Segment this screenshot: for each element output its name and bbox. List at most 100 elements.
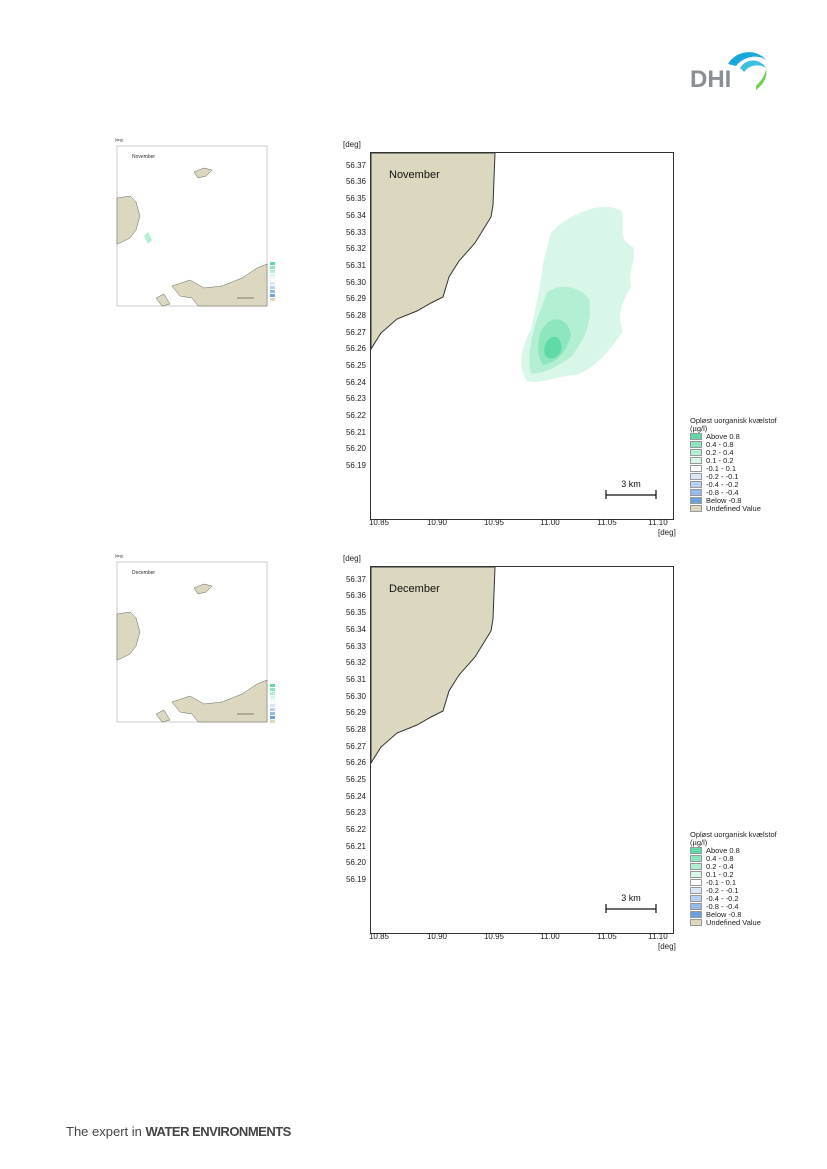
y-tick-label: 56.24 <box>345 378 366 387</box>
y-tick-label: 56.20 <box>345 444 366 453</box>
y-tick-label: 56.26 <box>345 758 366 767</box>
x-axis-unit: [deg] <box>658 942 676 951</box>
y-tick-label: 56.21 <box>345 842 366 851</box>
y-tick-label: 56.19 <box>345 461 366 470</box>
logo-text: DHI <box>690 66 732 93</box>
thumbnail-unit: [deg] <box>115 554 123 558</box>
y-tick-label: 56.30 <box>345 692 366 701</box>
legend-title: Opløst uorganisk kvælstof <box>690 416 777 425</box>
y-axis-unit: [deg] <box>343 140 361 149</box>
scale-bar-label: 3 km <box>621 479 641 489</box>
legend-item: -0.8 - -0.4 <box>690 903 739 911</box>
y-tick-label: 56.29 <box>345 708 366 717</box>
y-tick-label: 56.34 <box>345 625 366 634</box>
legend-item: Above 0.8 <box>690 433 740 441</box>
y-axis-unit: [deg] <box>343 554 361 563</box>
y-tick-label: 56.27 <box>345 742 366 751</box>
x-tick-label: 10.95 <box>483 932 505 941</box>
x-tick-label: 10.85 <box>368 932 390 941</box>
map-month-label: November <box>389 169 440 181</box>
legend-item: Above 0.8 <box>690 847 740 855</box>
thumbnail-unit: [deg] <box>115 138 123 142</box>
legend-item: Below -0.8 <box>690 497 741 505</box>
y-tick-label: 56.33 <box>345 642 366 651</box>
legend-unit: (µg/l) <box>690 424 708 433</box>
y-tick-label: 56.32 <box>345 658 366 667</box>
legend-item: -0.2 - -0.1 <box>690 473 739 481</box>
y-tick-label: 56.31 <box>345 675 366 684</box>
x-tick-label: 11.00 <box>540 932 560 941</box>
thumbnail-december: [deg] December <box>112 554 312 739</box>
x-tick-label: 11.05 <box>597 932 617 941</box>
legend-unit: (µg/l) <box>690 838 708 847</box>
y-tick-label: 56.21 <box>345 428 366 437</box>
legend-item: -0.4 - -0.2 <box>690 895 739 903</box>
scale-bar: 3 km <box>601 479 661 499</box>
legend-item: 0.4 - 0.8 <box>690 441 734 449</box>
footer-tagline: The expert in WATER ENVIRONMENTS <box>66 1124 291 1139</box>
x-tick-label: 11.05 <box>597 518 617 527</box>
legend-item: 0.4 - 0.8 <box>690 855 734 863</box>
y-tick-label: 56.24 <box>345 792 366 801</box>
land-mass <box>371 153 496 350</box>
map-canvas <box>371 567 496 764</box>
legend-item: Undefined Value <box>690 919 761 927</box>
x-tick-label: 10.90 <box>426 518 448 527</box>
y-tick-label: 56.35 <box>345 194 366 203</box>
map-november: [deg] November 3 km 56.37 56.36 56.35 56… <box>340 140 780 540</box>
y-tick-label: 56.36 <box>345 591 366 600</box>
legend-item: 0.2 - 0.4 <box>690 449 734 457</box>
dhi-logo: DHI <box>690 46 770 94</box>
legend-item: 0.1 - 0.2 <box>690 871 734 879</box>
y-tick-label: 56.31 <box>345 261 366 270</box>
map-plot-area: December 3 km <box>370 566 674 934</box>
x-tick-label: 10.85 <box>368 518 390 527</box>
y-tick-label: 56.35 <box>345 608 366 617</box>
y-tick-label: 56.34 <box>345 211 366 220</box>
dhi-wave-icon <box>728 52 767 90</box>
y-tick-label: 56.30 <box>345 278 366 287</box>
legend-item: -0.1 - 0.1 <box>690 879 736 887</box>
x-tick-label: 11.00 <box>540 518 560 527</box>
x-tick-label: 10.90 <box>426 932 448 941</box>
map-plot-area: November 3 km <box>370 152 674 520</box>
legend-item: -0.2 - -0.1 <box>690 887 739 895</box>
thumbnail-november: [deg] November <box>112 138 312 323</box>
y-tick-label: 56.33 <box>345 228 366 237</box>
legend-item: -0.1 - 0.1 <box>690 465 736 473</box>
y-tick-label: 56.25 <box>345 361 366 370</box>
y-tick-label: 56.36 <box>345 177 366 186</box>
legend-title: Opløst uorganisk kvælstof <box>690 830 777 839</box>
y-tick-label: 56.19 <box>345 875 366 884</box>
y-tick-label: 56.23 <box>345 394 366 403</box>
map-december: [deg] December 3 km 56.37 56.36 56.35 56… <box>340 554 780 954</box>
legend-item: -0.4 - -0.2 <box>690 481 739 489</box>
y-tick-label: 56.32 <box>345 244 366 253</box>
y-tick-label: 56.37 <box>345 575 366 584</box>
y-tick-label: 56.23 <box>345 808 366 817</box>
footer-tagline-bold: WATER ENVIRONMENTS <box>145 1124 292 1139</box>
x-axis-unit: [deg] <box>658 528 676 537</box>
y-tick-label: 56.22 <box>345 825 366 834</box>
scale-bar-label: 3 km <box>621 893 641 903</box>
y-tick-label: 56.28 <box>345 725 366 734</box>
legend-item: Undefined Value <box>690 505 761 513</box>
legend-item: -0.8 - -0.4 <box>690 489 739 497</box>
x-tick-label: 10.95 <box>483 518 505 527</box>
thumbnail-month: November <box>132 154 156 160</box>
y-tick-label: 56.37 <box>345 161 366 170</box>
legend-item: 0.1 - 0.2 <box>690 457 734 465</box>
y-tick-label: 56.22 <box>345 411 366 420</box>
legend-item: Below -0.8 <box>690 911 741 919</box>
map-canvas <box>371 153 634 382</box>
x-tick-label: 11.10 <box>648 932 668 941</box>
concentration-plume <box>521 206 634 382</box>
y-tick-label: 56.25 <box>345 775 366 784</box>
scale-bar: 3 km <box>601 893 661 913</box>
y-tick-label: 56.26 <box>345 344 366 353</box>
map-month-label: December <box>389 583 440 595</box>
y-tick-label: 56.28 <box>345 311 366 320</box>
thumbnail-month: December <box>132 570 156 576</box>
land-mass <box>371 567 496 764</box>
y-tick-label: 56.29 <box>345 294 366 303</box>
